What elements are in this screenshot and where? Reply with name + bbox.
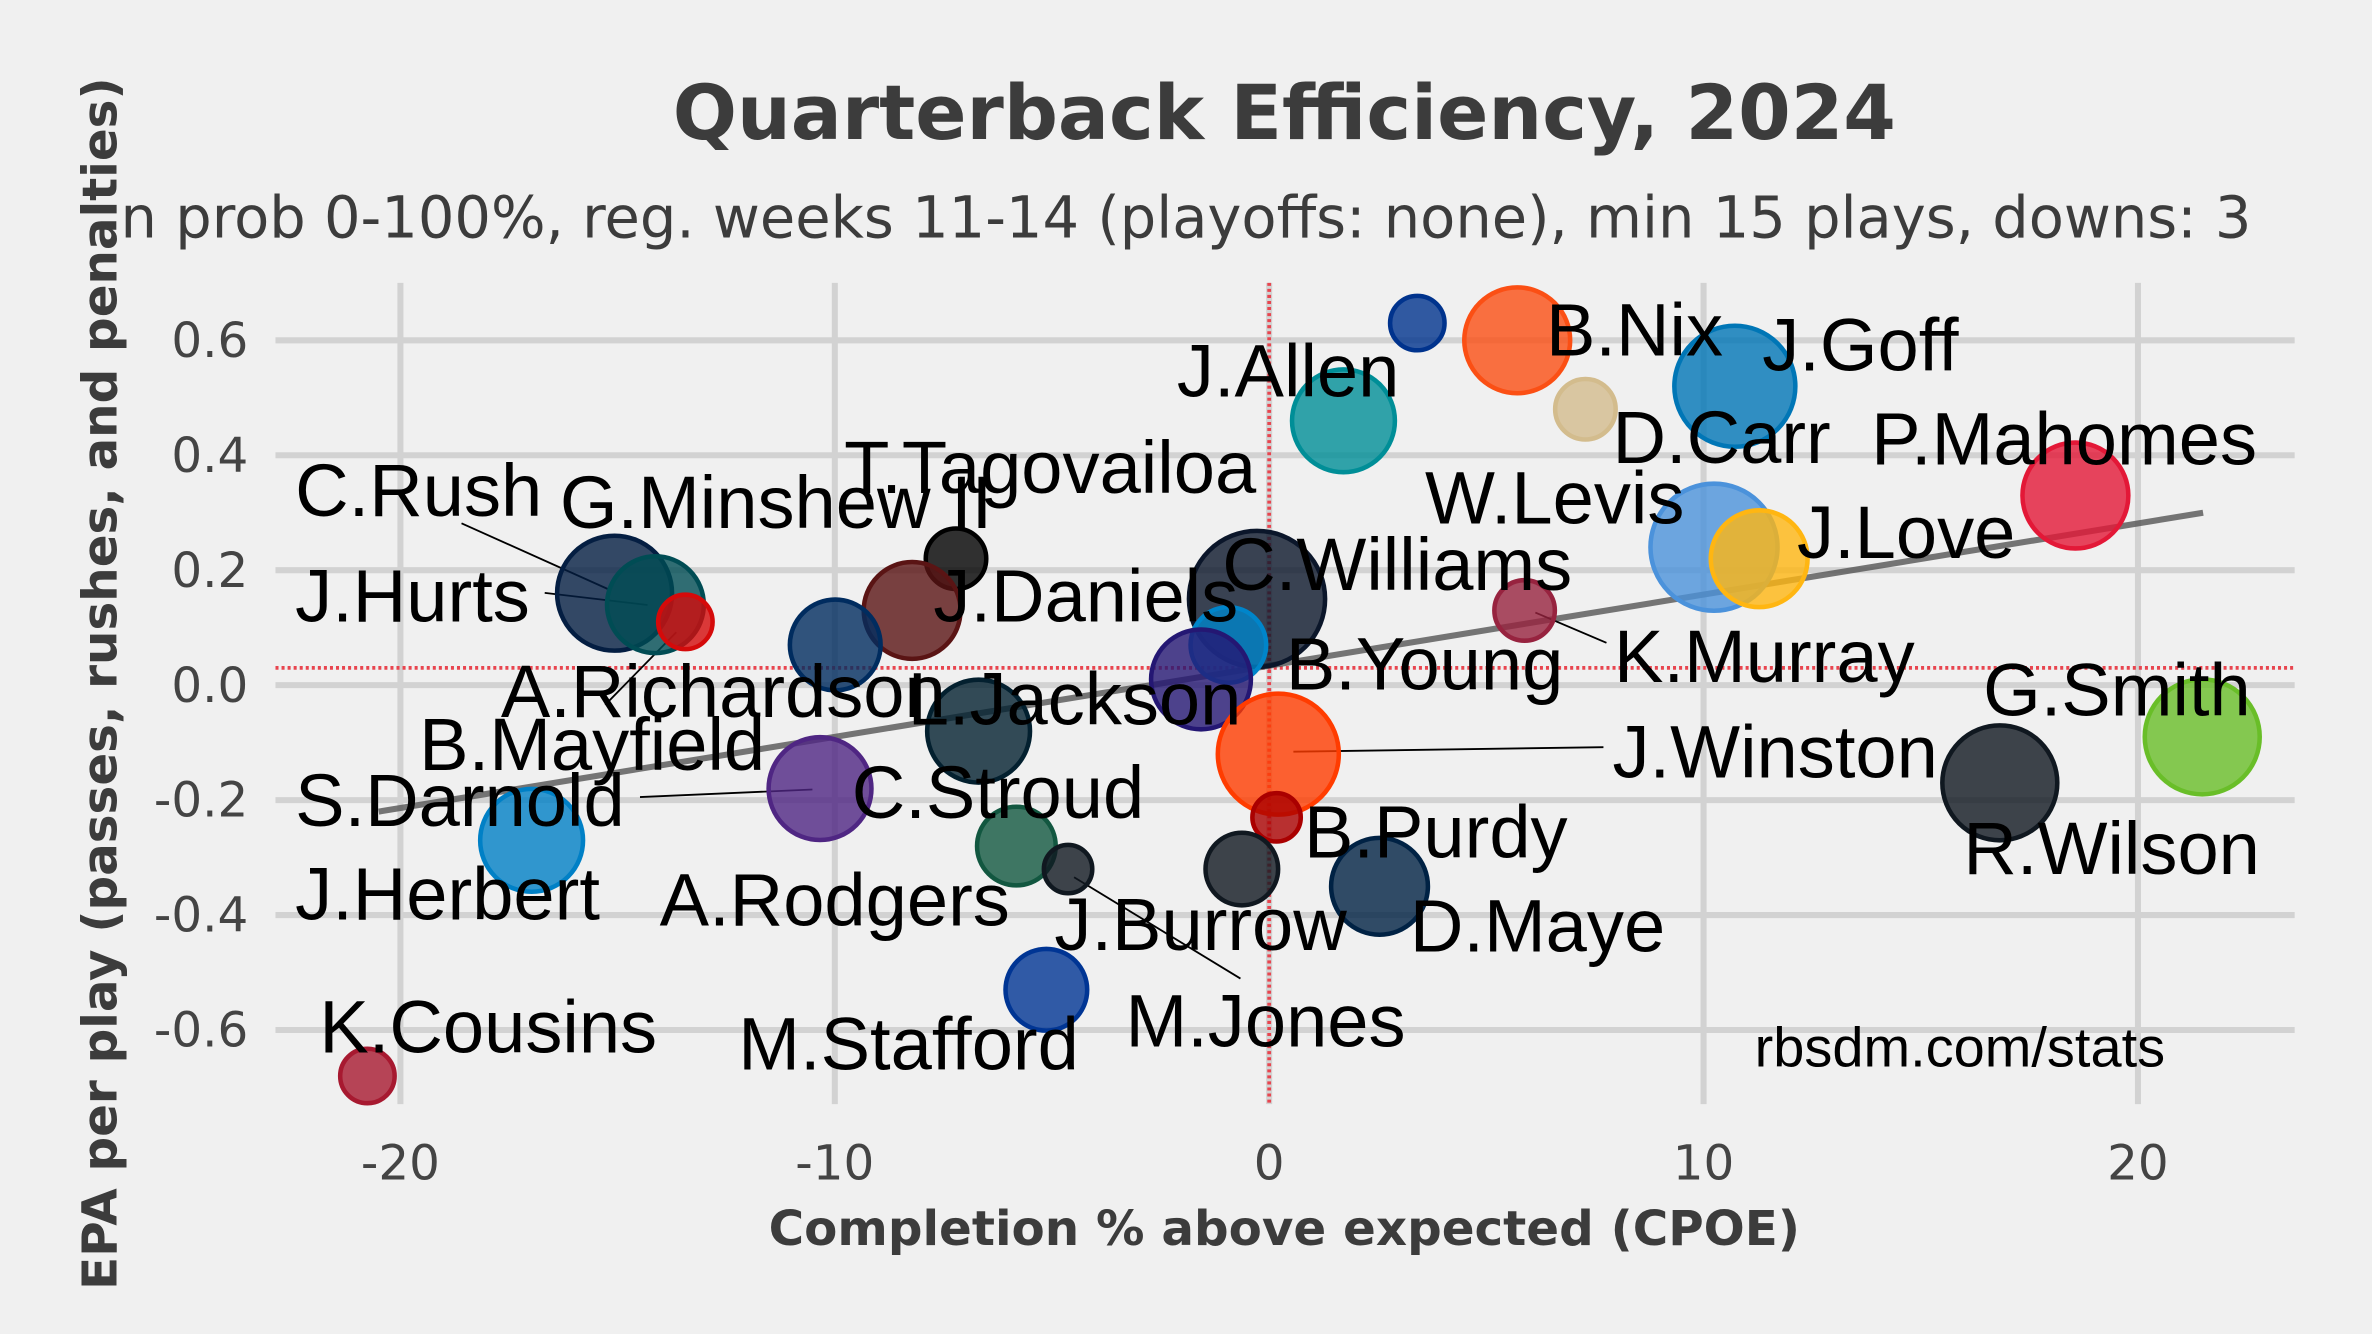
x-tick-label: 20 bbox=[2107, 1136, 2169, 1192]
y-tick-label: -0.4 bbox=[154, 888, 248, 944]
reference-lines bbox=[275, 282, 2295, 1105]
label-j-love: J.Love bbox=[1797, 491, 2015, 574]
point-c-stroud bbox=[924, 677, 1033, 785]
point-k-cousins bbox=[337, 1046, 397, 1106]
point-j-goff bbox=[1672, 323, 1798, 450]
point-j-herbert bbox=[477, 786, 586, 895]
watermark: rbsdm.com/stats bbox=[1755, 1015, 2165, 1078]
y-axis-label: EPA per play (passes, rushes, and penalt… bbox=[73, 77, 129, 1289]
point-r-wilson bbox=[1940, 723, 2060, 843]
label-a-richardson: A.Richardson bbox=[501, 650, 946, 733]
label-r-wilson: R.Wilson bbox=[1963, 807, 2259, 890]
label-b-nix: B.Nix bbox=[1546, 288, 1723, 371]
leader-line-j-winston bbox=[1293, 746, 1604, 753]
point-b-nix bbox=[1462, 285, 1573, 396]
y-tick-label: 0.4 bbox=[171, 428, 248, 484]
point-s-darnold bbox=[766, 734, 874, 843]
point-b-purdy bbox=[1250, 790, 1304, 844]
label-d-maye: D.Maye bbox=[1410, 884, 1665, 967]
label-b-mayfield: B.Mayfield bbox=[419, 703, 765, 786]
x-tick-label: -20 bbox=[361, 1136, 440, 1192]
point-j-burrow bbox=[1203, 830, 1281, 908]
x-tick-label: 10 bbox=[1673, 1136, 1735, 1192]
label-p-mahomes: P.Mahomes bbox=[1871, 397, 2257, 480]
label-j-winston: J.Winston bbox=[1613, 710, 1938, 793]
point-b-mayfield bbox=[655, 592, 715, 652]
point-g-smith bbox=[2142, 677, 2262, 797]
label-m-stafford: M.Stafford bbox=[738, 1002, 1079, 1085]
label-b-young: B.Young bbox=[1286, 623, 1564, 706]
leader-line-m-jones bbox=[1073, 876, 1241, 980]
y-tick-label: -0.2 bbox=[154, 773, 248, 829]
label-j-daniels: J.Daniels bbox=[933, 555, 1238, 638]
x-axis-label: Completion % above expected (CPOE) bbox=[769, 1201, 1800, 1257]
point-labels: J.Allen B.Nix J.Goff D.Carr T.Tagovailoa P.Ma… bbox=[295, 288, 2260, 1085]
label-c-rush: C.Rush bbox=[295, 449, 542, 532]
label-j-burrow: J.Burrow bbox=[1054, 883, 1347, 966]
label-l-jackson: L.Jackson bbox=[908, 657, 1242, 740]
label-k-cousins: K.Cousins bbox=[319, 986, 657, 1069]
x-tick-label: 0 bbox=[1254, 1136, 1285, 1192]
trend-line-group bbox=[378, 509, 2204, 815]
label-j-allen: J.Allen bbox=[1177, 329, 1399, 412]
label-t-tagovailoa: T.Tagovailoa bbox=[844, 426, 1257, 509]
point-m-jones bbox=[1041, 842, 1095, 896]
point-p-mahomes bbox=[2020, 440, 2131, 551]
tick-labels: -20 -10 0 10 20 0.6 0.4 0.2 0.0 -0.2 -0.4 -0.6 bbox=[154, 313, 2169, 1192]
point-d-maye bbox=[1328, 835, 1431, 937]
y-tick-label: 0.0 bbox=[171, 658, 248, 714]
y-tick-label: 0.2 bbox=[171, 543, 248, 599]
x-tick-label: -10 bbox=[795, 1136, 874, 1192]
label-g-minshew-ii: G.Minshew II bbox=[560, 461, 992, 544]
point-m-stafford bbox=[1003, 946, 1090, 1033]
label-b-purdy: B.Purdy bbox=[1304, 791, 1568, 874]
point-t-tagovailoa bbox=[1289, 367, 1398, 475]
point-j-love bbox=[1708, 508, 1810, 610]
y-tick-label: -0.6 bbox=[154, 1003, 248, 1059]
point-j-allen bbox=[1387, 293, 1447, 353]
label-j-goff: J.Goff bbox=[1762, 304, 1959, 387]
chart-subtitle: n prob 0-100%, reg. weeks 11-14 (playoff… bbox=[121, 184, 2252, 251]
trend-line bbox=[378, 509, 2204, 815]
label-k-murray: K.Murray bbox=[1614, 615, 1915, 698]
points bbox=[337, 285, 2262, 1106]
label-g-smith: G.Smith bbox=[1983, 648, 2251, 731]
chart-title: Quarterback Efficiency, 2024 bbox=[673, 69, 1896, 157]
label-d-carr: D.Carr bbox=[1613, 396, 1831, 479]
point-l-jackson bbox=[1148, 627, 1254, 732]
label-c-williams: C.Williams bbox=[1222, 523, 1572, 606]
point-a-richardson bbox=[787, 597, 883, 693]
label-j-hurts: J.Hurts bbox=[295, 555, 530, 638]
label-a-rodgers: A.Rodgers bbox=[660, 859, 1010, 942]
y-tick-label: 0.6 bbox=[171, 313, 248, 369]
label-w-levis: W.Levis bbox=[1425, 456, 1684, 539]
point-k-murray bbox=[1492, 577, 1558, 643]
label-m-jones: M.Jones bbox=[1126, 980, 1406, 1063]
label-j-herbert: J.Herbert bbox=[295, 853, 600, 936]
point-d-carr bbox=[1552, 376, 1618, 442]
label-s-darnold: S.Darnold bbox=[295, 759, 625, 842]
label-c-stroud: C.Stroud bbox=[852, 751, 1144, 834]
